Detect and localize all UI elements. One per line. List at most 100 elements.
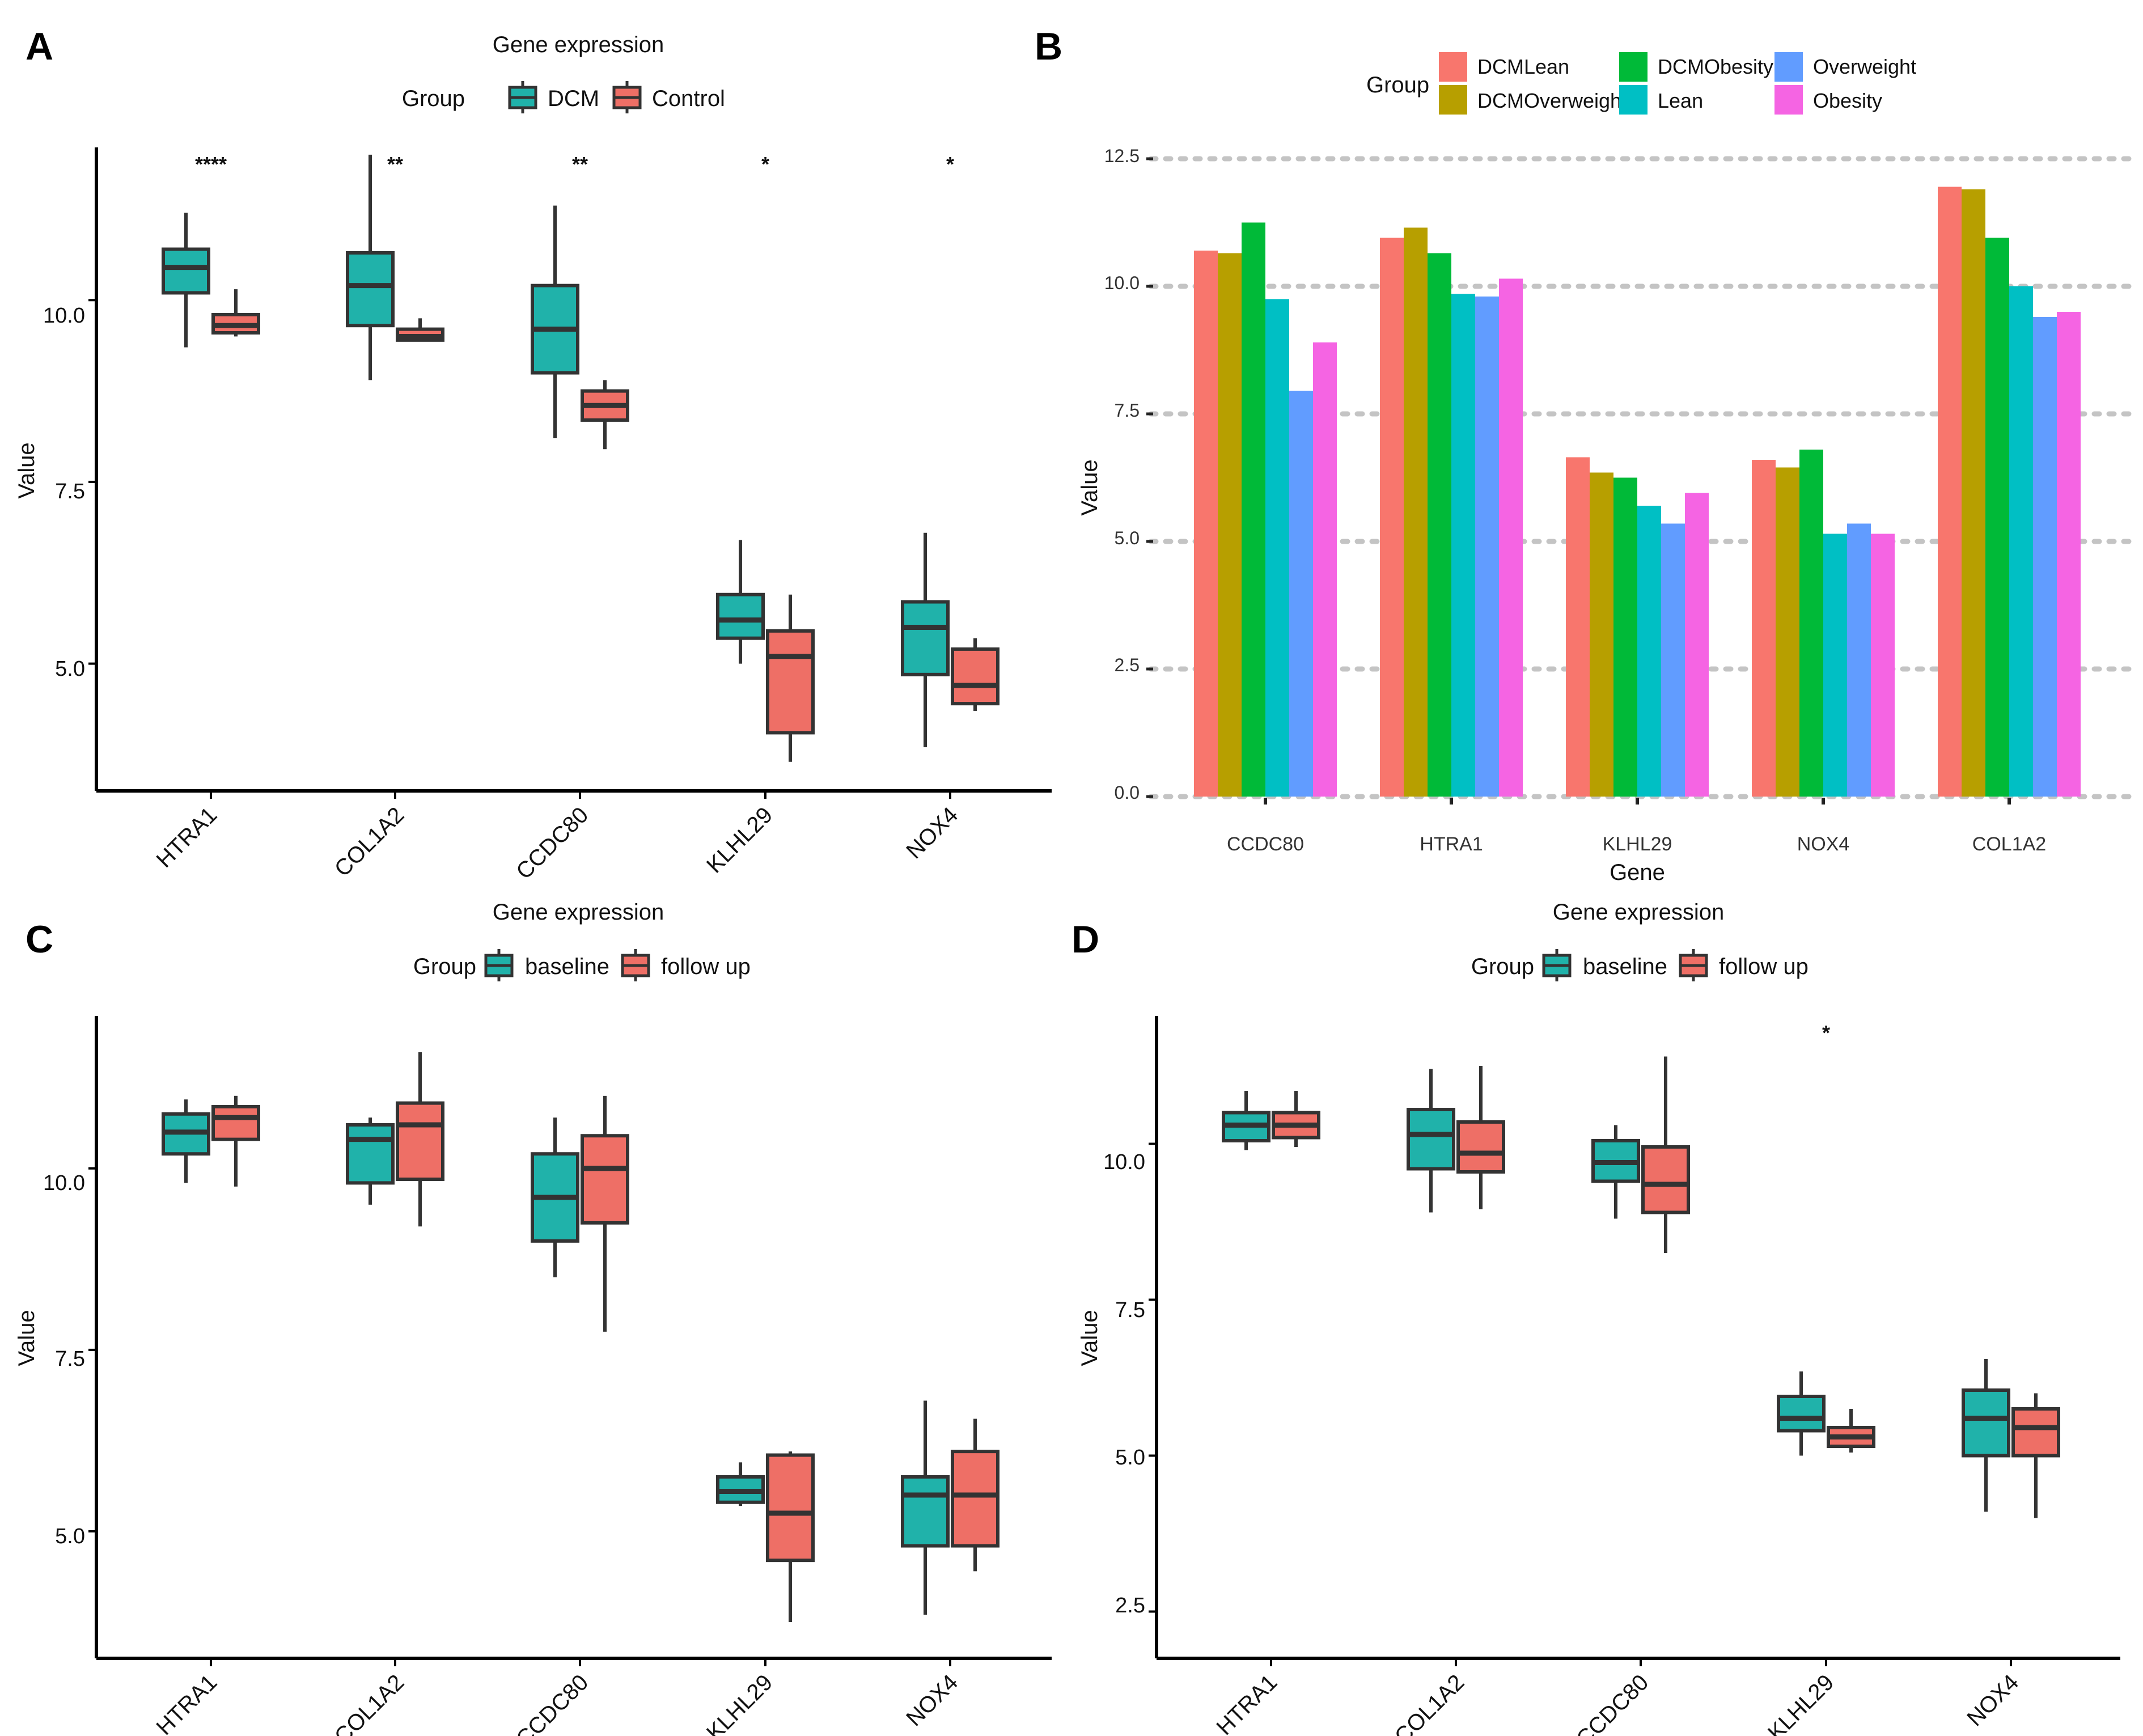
bar-overweight-nox4 <box>1847 523 1871 797</box>
legend-title-d: Group <box>1471 954 1534 979</box>
svg-text:2.5: 2.5 <box>1115 1594 1145 1618</box>
box-iqr <box>951 647 999 706</box>
ytick-label-b-0: 0.0 <box>1115 782 1140 803</box>
legend-key-baseline-c <box>484 949 514 981</box>
panel-a: A Gene expression Group DCM Control Valu… <box>14 25 1052 884</box>
bar-dcmoverweight-klhl29 <box>1590 472 1613 797</box>
x-axis-labels-d: HTRA1 COL1A2 CCDC80 KLHL29 NOX4 <box>1212 1670 2024 1736</box>
bar-dcmlean-htra1 <box>1380 238 1404 797</box>
panel-d: D Gene expression Group baseline follow … <box>1072 900 2120 1736</box>
svg-text:7.5: 7.5 <box>1115 1298 1145 1322</box>
bar-dcmoverweight-htra1 <box>1404 227 1428 797</box>
legend-key-overweight <box>1774 52 1803 82</box>
plot-area-d: * <box>1149 1016 2120 1666</box>
box-follow-up-ccdc80 <box>581 1095 629 1332</box>
y-axis-label-d: Value <box>1077 1310 1102 1366</box>
legend-label-followup-c: follow up <box>661 954 751 979</box>
box-iqr <box>951 1450 999 1548</box>
ytick-label-a-1: 7.5 <box>55 480 85 503</box>
significance-label-ccdc80: ** <box>572 153 588 176</box>
y-axis-label-b: Value <box>1077 459 1102 515</box>
box-iqr <box>581 1134 629 1225</box>
legend-key-control <box>612 81 642 113</box>
box-iqr <box>766 1453 815 1563</box>
legend-key-followup-d <box>1679 949 1708 981</box>
box-baseline-ccdc80 <box>531 1117 579 1277</box>
bar-lean-ccdc80 <box>1265 299 1289 797</box>
svg-text:7.5: 7.5 <box>55 1347 85 1371</box>
panel-letter-c: C <box>26 918 53 961</box>
box-iqr <box>162 247 210 295</box>
legend-label-lean: Lean <box>1658 89 1703 112</box>
xtick-label-d-3: KLHL29 <box>1763 1670 1839 1736</box>
xtick-label-b-2: KLHL29 <box>1603 833 1672 855</box>
box-iqr <box>346 251 395 328</box>
legend-label-baseline-c: baseline <box>525 954 609 979</box>
svg-text:5.0: 5.0 <box>1115 1446 1145 1470</box>
xtick-label-c-3: KLHL29 <box>702 1670 777 1736</box>
legend-key-followup-c <box>621 949 650 981</box>
bar-obesity-col1a2 <box>2057 312 2081 797</box>
legend-key-obesity <box>1774 85 1803 115</box>
panel-letter-b: B <box>1035 25 1062 68</box>
svg-text:10.0: 10.0 <box>43 1171 85 1195</box>
xtick-label-a-4: NOX4 <box>901 802 963 863</box>
box-iqr <box>901 1475 950 1548</box>
bar-overweight-col1a2 <box>2033 317 2057 797</box>
box-follow-up-htra1 <box>1272 1091 1320 1147</box>
bar-overweight-klhl29 <box>1661 523 1685 797</box>
xtick-label-a-0: HTRA1 <box>152 802 222 873</box>
significance-label-klhl29: * <box>761 153 769 176</box>
significance-label-htra1: **** <box>195 153 227 176</box>
bar-dcmobesity-htra1 <box>1428 253 1451 797</box>
chart-title-a: Gene expression <box>493 32 664 57</box>
bar-overweight-htra1 <box>1475 297 1499 797</box>
bar-dcmlean-ccdc80 <box>1194 251 1218 797</box>
svg-text:10.0: 10.0 <box>1104 273 1140 293</box>
bar-dcmoverweight-ccdc80 <box>1218 253 1242 797</box>
bar-dcmlean-nox4 <box>1752 460 1776 797</box>
xtick-label-b-4: COL1A2 <box>1972 833 2046 855</box>
legend-b: Group DCMLean DCMOverweight DCMObesity L… <box>1366 52 1916 115</box>
plot-area-a: **** ** ** * * <box>88 147 1052 799</box>
box-iqr <box>1962 1388 2010 1458</box>
bar-dcmobesity-klhl29 <box>1613 477 1637 797</box>
box-iqr <box>1777 1395 1826 1433</box>
xtick-label-b-3: NOX4 <box>1797 833 1850 855</box>
xtick-label-d-2: CCDC80 <box>1572 1670 1653 1736</box>
significance-label-col1a2: ** <box>387 153 403 176</box>
ytick-label-d-1: 5.0 <box>1115 1446 1145 1470</box>
box-control-htra1 <box>211 289 260 337</box>
legend-c: Group baseline follow up <box>413 949 751 981</box>
bar-dcmoverweight-col1a2 <box>1962 189 1985 797</box>
box-baseline-nox4 <box>901 1400 950 1615</box>
xtick-label-a-1: COL1A2 <box>330 802 409 882</box>
legend-key-dcm <box>508 81 537 113</box>
xtick-label-c-4: NOX4 <box>901 1670 963 1731</box>
bar-obesity-klhl29 <box>1685 493 1709 797</box>
legend-label-dcm: DCM <box>548 86 599 111</box>
ytick-label-d-2: 7.5 <box>1115 1298 1145 1322</box>
xtick-label-d-1: COL1A2 <box>1390 1670 1469 1736</box>
xtick-label-a-3: KLHL29 <box>702 802 777 878</box>
ytick-label-b-2: 5.0 <box>1115 528 1140 548</box>
legend-title-b: Group <box>1366 73 1429 98</box>
xtick-label-b-0: CCDC80 <box>1227 833 1304 855</box>
bar-overweight-ccdc80 <box>1289 391 1313 797</box>
y-axis-label-a: Value <box>14 442 39 498</box>
svg-text:5.0: 5.0 <box>55 1525 85 1548</box>
legend-key-dcmoverweight <box>1439 85 1467 115</box>
box-control-col1a2 <box>396 318 444 342</box>
chart-title-c: Gene expression <box>493 900 664 925</box>
bar-dcmobesity-col1a2 <box>1985 238 2009 797</box>
ytick-label-b-3: 7.5 <box>1115 400 1140 421</box>
ytick-label-d-0: 2.5 <box>1115 1594 1145 1618</box>
box-follow-up-col1a2 <box>396 1052 444 1227</box>
box-iqr <box>901 600 950 676</box>
bar-dcmlean-klhl29 <box>1566 457 1590 797</box>
y-axis-label-c: Value <box>14 1310 39 1366</box>
legend-key-dcmlean <box>1439 52 1467 82</box>
ytick-label-a-2: 10.0 <box>43 304 85 328</box>
legend-a: Group DCM Control <box>402 81 725 113</box>
box-baseline-htra1 <box>162 1099 210 1183</box>
